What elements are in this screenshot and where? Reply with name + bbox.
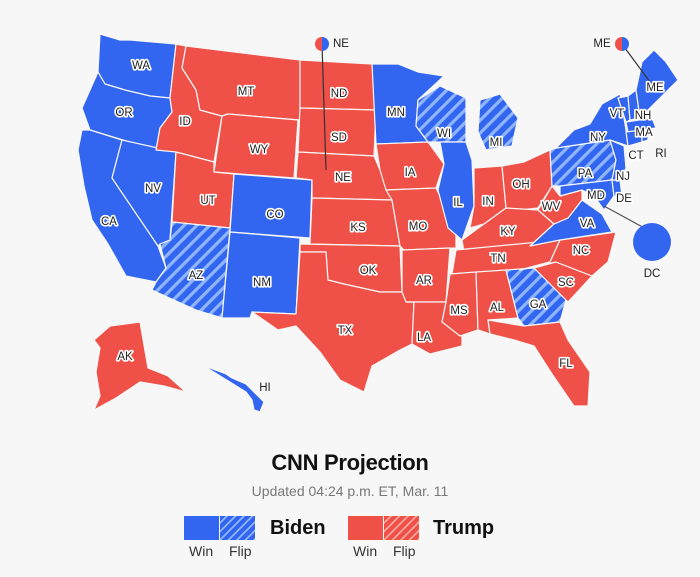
state-nc[interactable] [519,231,617,277]
state-nm[interactable] [221,231,301,319]
label-ri: RI [655,148,667,160]
biden-flip-label: Flip [229,543,252,559]
state-ks[interactable] [309,197,401,247]
label-dc: DC [644,268,661,280]
biden-win-label: Win [189,543,214,559]
ne-split-marker[interactable] [315,37,329,51]
state-wy[interactable] [213,113,299,179]
trump-flip-label: Flip [393,543,416,559]
page-title: CNN Projection [271,450,429,475]
state-hi[interactable] [203,365,265,413]
state-nd[interactable] [299,59,377,111]
trump-flip-swatch [384,516,419,540]
biden-win-swatch [184,516,219,540]
state-ar[interactable] [401,247,451,303]
label-ct: CT [628,150,643,162]
state-fl[interactable] [487,319,591,407]
state-ri[interactable] [641,129,649,143]
updated-timestamp: Updated 04:24 p.m. ET, Mar. 11 [251,483,449,499]
legend: Biden Win Flip Trump Win Flip [184,516,514,566]
state-tx[interactable] [251,251,415,393]
state-ny[interactable] [555,93,629,149]
legend-trump-label: Trump [433,517,495,539]
trump-win-swatch [348,516,383,540]
state-ak[interactable] [93,321,187,411]
state-wv[interactable] [537,185,583,225]
state-ct[interactable] [625,129,643,147]
legend-biden-label: Biden [270,517,326,539]
state-sd[interactable] [297,107,377,157]
state-de[interactable] [611,179,623,197]
state-ma[interactable] [625,117,657,133]
label-hi: HI [259,382,271,394]
state-mi[interactable] [477,93,519,151]
state-dc[interactable] [633,223,671,261]
state-mt[interactable] [181,45,301,121]
state-co[interactable] [229,173,313,239]
state-nj[interactable] [609,139,627,181]
state-me[interactable] [635,49,679,119]
label-ne-split: NE [333,38,349,50]
us-electoral-map: WA OR CA NV ID MT WY UT AZ CO NM ND SD N… [77,33,679,413]
trump-win-label: Win [353,543,378,559]
me-split-marker[interactable] [615,37,629,51]
state-ia[interactable] [375,141,445,191]
biden-flip-swatch [220,516,255,540]
label-me-split: ME [593,38,611,50]
